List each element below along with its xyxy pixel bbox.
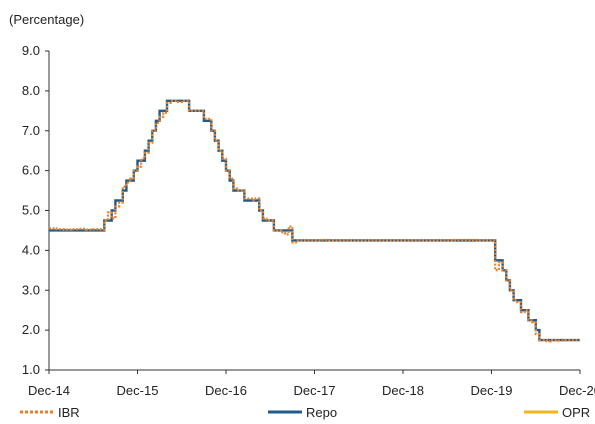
x-tick-label: Dec-16 bbox=[205, 383, 247, 398]
y-tick-label: 7.0 bbox=[22, 123, 40, 138]
series-line-repo bbox=[49, 99, 580, 342]
y-tick-label: 5.0 bbox=[22, 203, 40, 218]
y-tick-label: 3.0 bbox=[22, 282, 40, 297]
y-tick-label: 9.0 bbox=[22, 43, 40, 58]
y-tick-label: 8.0 bbox=[22, 83, 40, 98]
series-line-ibr bbox=[49, 99, 580, 343]
legend-label-ibr: IBR bbox=[58, 405, 80, 420]
x-tick-label: Dec-15 bbox=[117, 383, 159, 398]
legend: IBR Repo OPR bbox=[20, 405, 590, 420]
legend-label-opr: OPR bbox=[562, 405, 590, 420]
y-tick-label: 4.0 bbox=[22, 242, 40, 257]
y-tick-label: 2.0 bbox=[22, 322, 40, 337]
x-tick-label: Dec-19 bbox=[471, 383, 513, 398]
y-tick-label: 1.0 bbox=[22, 362, 40, 377]
y-axis-label: (Percentage) bbox=[9, 12, 84, 27]
x-tick-label: Dec-18 bbox=[382, 383, 424, 398]
series-layer bbox=[49, 99, 580, 343]
x-tick-label: Dec-20 bbox=[559, 383, 595, 398]
axes: 1.0 2.0 3.0 4.0 5.0 6.0 7.0 8.0 9.0 Dec-14 Dec-15 D… bbox=[22, 43, 595, 398]
x-tick-label: Dec-14 bbox=[28, 383, 70, 398]
y-tick-label: 6.0 bbox=[22, 163, 40, 178]
legend-label-repo: Repo bbox=[306, 405, 337, 420]
series-line-opr bbox=[49, 100, 580, 341]
x-tick-label: Dec-17 bbox=[294, 383, 336, 398]
